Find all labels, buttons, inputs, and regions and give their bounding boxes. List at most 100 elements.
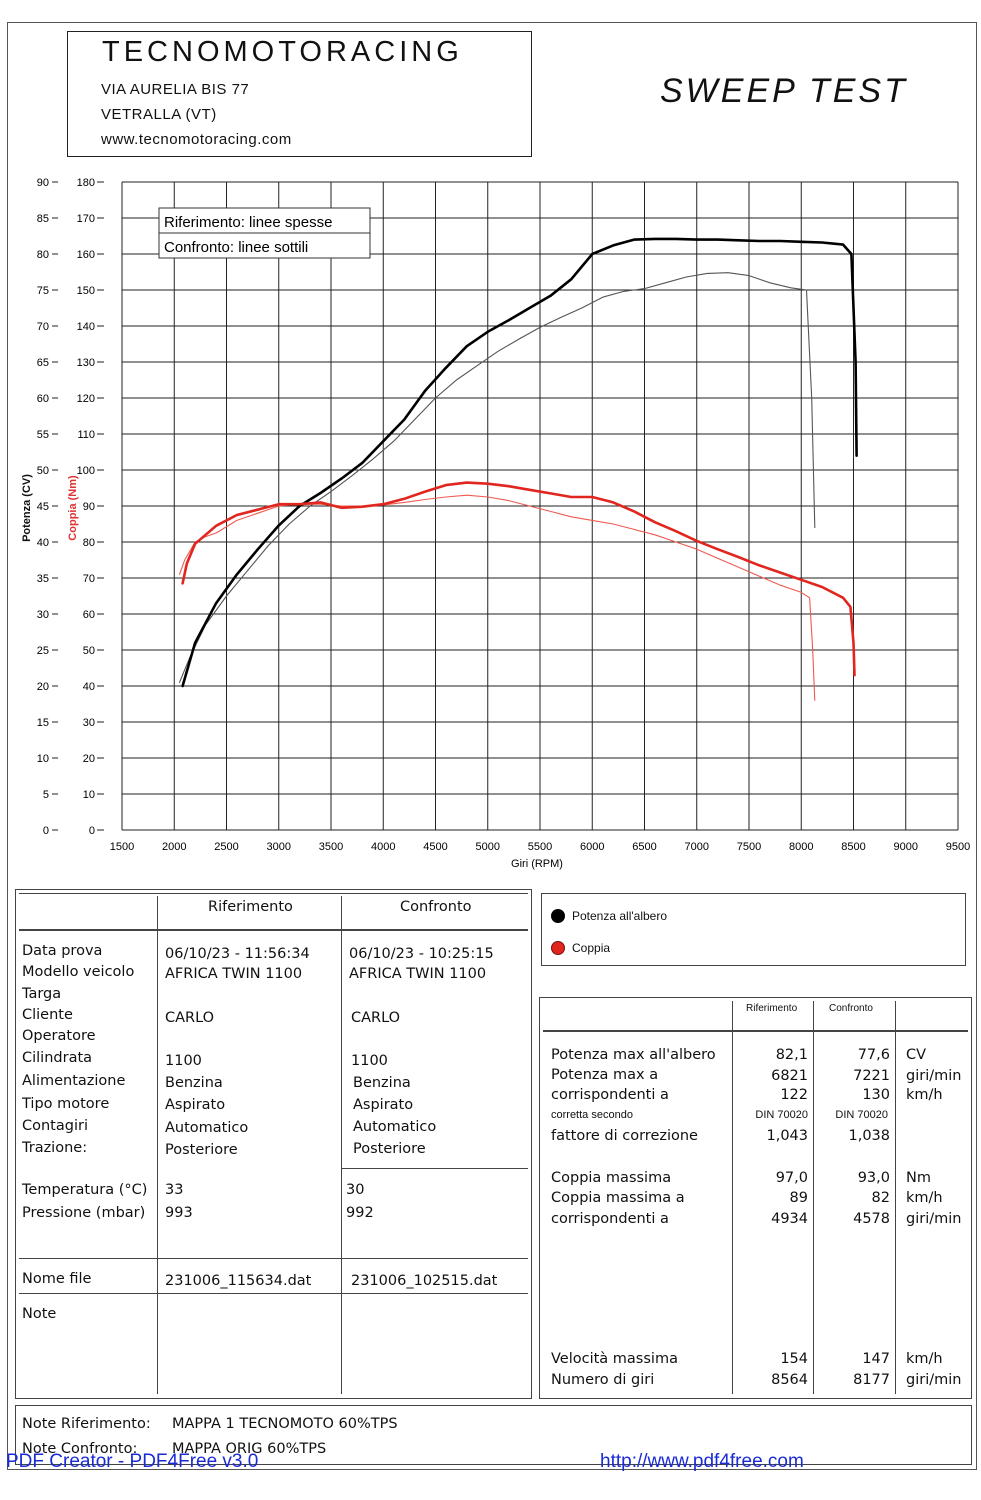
info-header-rule [19,929,528,931]
results-col-divider-3 [895,1001,896,1394]
cmp-cliente: CARLO [351,1010,401,1026]
y-tick-label-torque: 40 [83,681,95,693]
label-trazione: Trazione: [22,1140,88,1156]
label-note: Note [22,1306,57,1322]
cmp-modello: AFRICA TWIN 1100 [349,966,487,982]
x-tick-label: 5000 [476,841,500,853]
pdf4free-link[interactable]: http://www.pdf4free.com [600,1451,804,1472]
y-tick-label-torque: 50 [83,645,95,657]
y-tick-label-torque: 60 [83,609,95,621]
vmax-unit: km/h [906,1351,943,1367]
info-rule-file-top [19,1258,528,1259]
label-contagiri: Contagiri [22,1118,88,1134]
y-tick-label-torque: 70 [83,573,95,585]
label-operatore: Operatore [22,1028,96,1044]
x-tick-label: 6500 [632,841,656,853]
x-tick-label: 4000 [371,841,395,853]
label-cliente: Cliente [22,1007,73,1023]
info-col-divider-2 [341,896,342,1394]
results-col-divider-1 [732,1001,733,1394]
results-col-ref-header: Riferimento [746,1003,798,1014]
y-tick-label-torque: 80 [83,537,95,549]
x-tick-label: 2500 [214,841,238,853]
inset-legend-ref: Riferimento: linee spesse [164,214,332,231]
cmp-tipo-motore: Aspirato [353,1097,414,1113]
power-max-unit: CV [906,1047,927,1063]
corrected-ref: DIN 70020 [755,1109,808,1121]
cmp-temperatura: 30 [346,1182,365,1198]
torque-max-ref: 97,0 [775,1170,808,1186]
x-tick-label: 9500 [946,841,970,853]
torque-at-label: Coppia massima a [551,1190,685,1206]
torque-corr-ref: 4934 [771,1211,808,1227]
y-tick-label-torque: 160 [77,249,95,261]
header-box [67,31,532,157]
power-max-label: Potenza max all'albero [551,1047,716,1063]
label-targa: Targa [22,986,62,1002]
y-tick-label-power: 45 [37,501,49,513]
cmp-contagiri: Automatico [353,1119,437,1135]
y-tick-label-torque: 110 [77,429,95,441]
y-tick-label-torque: 180 [77,177,95,189]
legend-torque-label: Coppia [572,941,611,955]
y-tick-label-power: 40 [37,537,49,549]
y-tick-label-torque: 120 [77,393,95,405]
website: www.tecnomotoracing.com [101,131,292,148]
y-tick-label-power: 15 [37,717,49,729]
y-tick-label-power: 0 [43,825,49,837]
ref-file: 231006_115634.dat [165,1273,312,1289]
y-tick-label-power: 5 [43,789,49,801]
notes-box [15,1405,972,1465]
y-axis-label-power: Potenza (CV) [21,474,33,542]
chart-grid [121,181,959,831]
torque-corr-unit: giri/min [906,1211,962,1227]
vmax-ref: 154 [780,1351,808,1367]
y-tick-label-power: 50 [37,465,49,477]
x-tick-label: 2000 [162,841,186,853]
label-alimentazione: Alimentazione [22,1073,126,1089]
info-col-ref-header: Riferimento [208,899,293,915]
cmp-alimentazione: Benzina [353,1075,411,1091]
address-line-1: VIA AURELIA BIS 77 [101,81,250,98]
x-tick-label: 7500 [737,841,761,853]
info-rule-env [341,1168,528,1169]
ref-data-prova: 06/10/23 - 11:56:34 [165,946,310,962]
page-border [7,22,977,1470]
label-pressione: Pressione (mbar) [22,1205,146,1221]
y-tick-label-power: 20 [37,681,49,693]
info-col-divider-1 [157,896,158,1394]
y-tick-label-power: 60 [37,393,49,405]
info-col-cmp-header: Confronto [400,899,472,915]
x-tick-label: 8500 [841,841,865,853]
y-tick-label-power: 65 [37,357,49,369]
note-cmp-label: Note Confronto: [22,1441,138,1457]
ref-pressione: 993 [165,1205,193,1221]
vmax-cmp: 147 [862,1351,890,1367]
company-name: TECNOMOTORACING [102,36,463,68]
y-tick-label-power: 55 [37,429,49,441]
results-header-rule [543,1030,968,1032]
vmax-label: Velocità massima [551,1351,678,1367]
power-max-cmp: 77,6 [857,1047,890,1063]
label-data-prova: Data prova [22,943,103,959]
label-temperatura: Temperatura (°C) [22,1182,148,1198]
rpm-ref: 8564 [771,1372,808,1388]
y-tick-label-torque: 100 [77,465,95,477]
legend-power-label: Potenza all'albero [572,909,668,923]
label-nome-file: Nome file [22,1271,92,1287]
x-tick-label: 6000 [580,841,604,853]
info-table [15,889,532,1399]
ref-modello: AFRICA TWIN 1100 [165,966,303,982]
power-corr-ref: 122 [780,1087,808,1103]
pdf-creator-watermark: PDF Creator - PDF4Free v3.0 [6,1451,259,1472]
legend-torque-dot-icon [551,941,565,955]
y-tick-label-power: 75 [37,285,49,297]
power-at-unit: giri/min [906,1068,962,1084]
factor-ref: 1,043 [766,1128,808,1144]
ref-tipo-motore: Aspirato [165,1097,226,1113]
note-ref-value: MAPPA 1 TECNOMOTO 60%TPS [172,1416,398,1432]
torque-max-cmp: 93,0 [857,1170,890,1186]
ref-trazione: Posteriore [165,1142,238,1158]
factor-cmp: 1,038 [848,1128,890,1144]
x-axis-label: Giri (RPM) [511,858,563,870]
